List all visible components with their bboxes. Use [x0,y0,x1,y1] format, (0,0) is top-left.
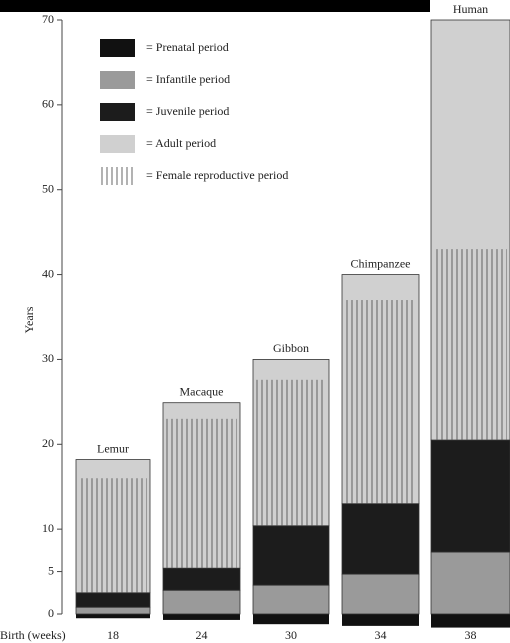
legend-swatch [100,167,135,185]
reproductive-span [434,249,507,441]
bar-label: Macaque [180,384,224,398]
bar-label: Chimpanzee [351,256,411,270]
bar-segment [252,584,330,615]
bar-segment [341,503,420,575]
y-tick-label: 40 [42,266,54,280]
legend-label: = Female reproductive period [146,168,288,182]
scan-border [0,0,430,12]
bar-label: Gibbon [273,341,309,355]
bar-segment [162,589,241,615]
legend-label: = Juvenile period [146,104,229,118]
bar-segment [252,525,330,586]
bar-segment [75,592,151,608]
birth-weeks: 34 [375,628,387,642]
reproductive-span [345,300,416,504]
x-axis-label: Birth (weeks) [0,628,66,642]
bar-segment [430,551,510,615]
prenatal-segment [163,614,240,620]
birth-weeks: 30 [285,628,297,642]
bar-label: Human [453,2,488,16]
y-tick-label: 70 [42,12,54,26]
y-tick-label: 50 [42,181,54,195]
y-tick-label: 0 [48,606,54,620]
reproductive-span [79,478,147,593]
birth-weeks: 24 [196,628,208,642]
legend-swatch [100,39,135,57]
y-axis-label: Years [22,306,36,333]
legend-label: = Prenatal period [146,40,229,54]
bar-segment [162,567,241,591]
bar-segment [75,606,151,615]
legend-label: = Infantile period [146,72,230,86]
birth-weeks: 38 [465,628,477,642]
legend-swatch [100,103,135,121]
legend-label: = Adult period [146,136,216,150]
legend-swatch [100,135,135,153]
reproductive-span [256,379,326,526]
y-tick-label: 5 [48,563,54,577]
birth-weeks: 18 [107,628,119,642]
y-tick-label: 60 [42,97,54,111]
prenatal-segment [342,614,419,626]
reproductive-span [166,418,237,569]
bar-label: Lemur [97,441,129,455]
y-tick-label: 20 [42,436,54,450]
bar-segment [341,573,420,615]
prenatal-segment [76,614,150,619]
prenatal-segment [253,614,329,625]
prenatal-segment [431,614,510,628]
y-tick-label: 10 [42,521,54,535]
legend-swatch [100,71,135,89]
y-tick-label: 30 [42,351,54,365]
bar-segment [430,439,510,553]
